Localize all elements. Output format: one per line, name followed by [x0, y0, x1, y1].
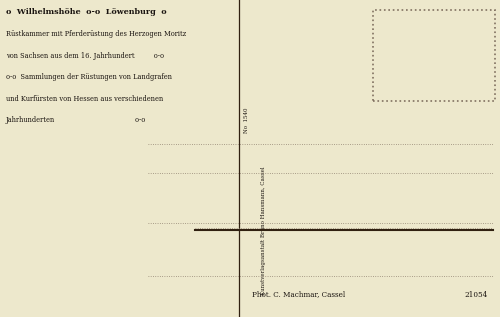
Text: Jahrhunderten                                      o-o: Jahrhunderten o-o — [6, 116, 146, 124]
Text: No  1540: No 1540 — [244, 108, 249, 133]
Text: 21054: 21054 — [464, 291, 487, 299]
Text: Kunstverlagsanstalt Bruno Hansmann, Cassel: Kunstverlagsanstalt Bruno Hansmann, Cass… — [261, 166, 266, 295]
Text: o  Wilhelmshöhe  o-o  Löwenburg  o: o Wilhelmshöhe o-o Löwenburg o — [6, 8, 166, 16]
Text: Phot. C. Machmar, Cassel: Phot. C. Machmar, Cassel — [252, 291, 346, 299]
Bar — [372, 10, 495, 101]
Text: und Kurfürsten von Hessen aus verschiedenen: und Kurfürsten von Hessen aus verschiede… — [6, 95, 163, 103]
Text: von Sachsen aus dem 16. Jahrhundert         o-o: von Sachsen aus dem 16. Jahrhundert o-o — [6, 52, 164, 60]
Text: Rüstkammer mit Pferderüstung des Herzogen Moritz: Rüstkammer mit Pferderüstung des Herzoge… — [6, 30, 186, 38]
Text: o-o  Sammlungen der Rüstungen von Landgrafen: o-o Sammlungen der Rüstungen von Landgra… — [6, 73, 172, 81]
